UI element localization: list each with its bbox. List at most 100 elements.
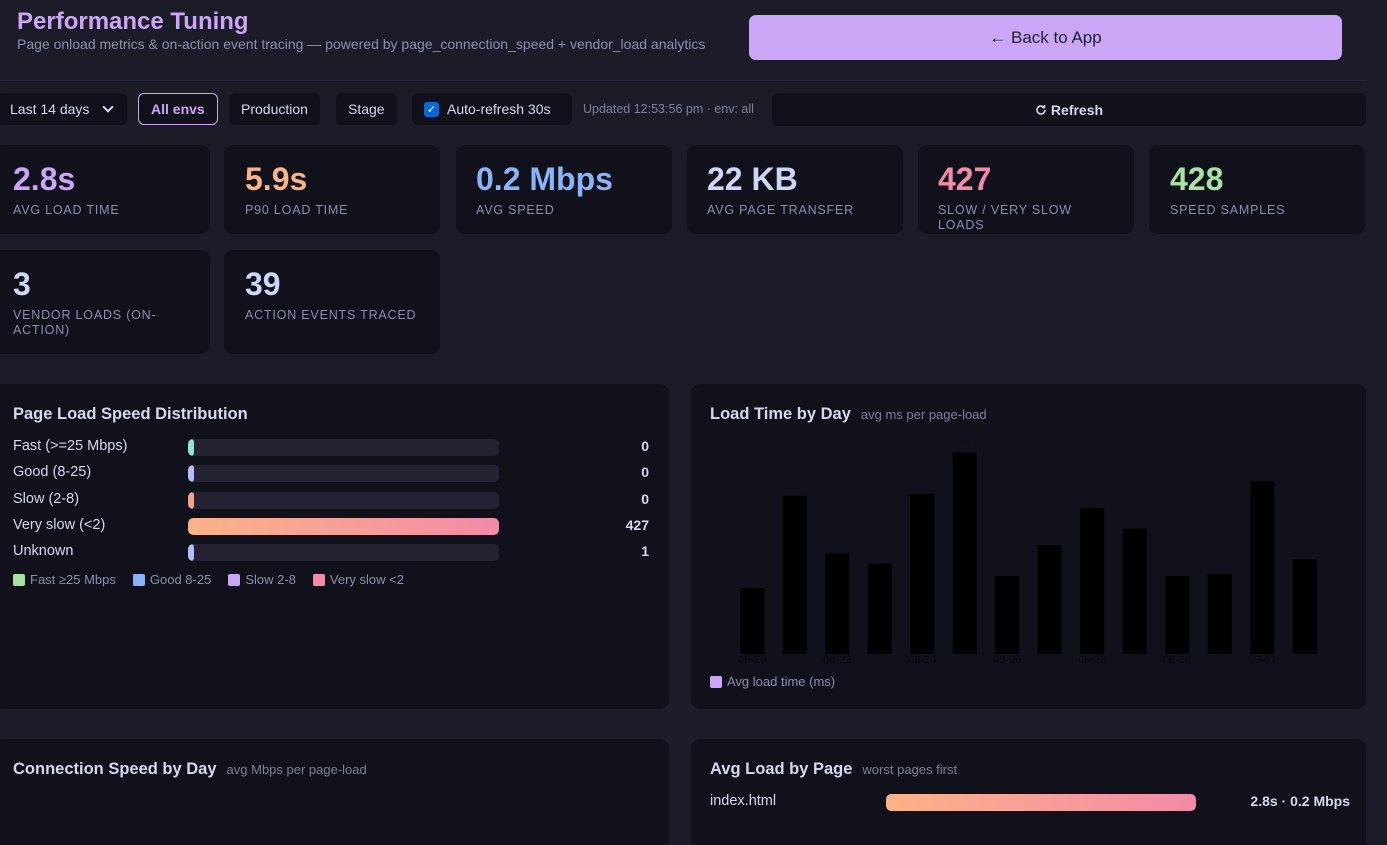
distribution-row: Very slow (<2) 427	[13, 516, 653, 536]
distribution-track	[188, 439, 499, 456]
chart-bar	[1165, 575, 1190, 654]
kpi-value: 428	[1170, 161, 1224, 197]
kpi-label: ACTION EVENTS TRACED	[245, 308, 417, 322]
chart-bar	[867, 563, 892, 654]
distribution-label: Slow (2-8)	[13, 490, 80, 507]
x-tick-label: 08-26	[993, 654, 1021, 664]
chevron-down-icon	[102, 101, 114, 113]
kpi-card-avg-load: 2.8s AVG LOAD TIME	[0, 145, 210, 234]
panel-title: Page Load Speed Distribution	[13, 405, 248, 423]
chart-bar	[740, 588, 765, 654]
chart-bar	[1037, 545, 1062, 654]
distribution-track	[188, 465, 499, 483]
kpi-value: 22 KB	[707, 161, 798, 197]
back-to-app-button[interactable]: ← Back to App	[749, 15, 1342, 60]
legend-label: Good 8-25	[149, 572, 212, 587]
distribution-label: Fast (>=25 Mbps)	[13, 438, 128, 454]
kpi-card-avg-transfer: 22 KB AVG PAGE TRANSFER	[687, 145, 903, 234]
auto-refresh-checkbox[interactable]: ✓	[424, 101, 439, 117]
kpi-card-action-events: 39 ACTION EVENTS TRACED	[224, 250, 440, 354]
date-range-value: Last 14 days	[10, 101, 90, 117]
legend-item: Very slow <2	[312, 572, 404, 587]
page-name: index.html	[710, 793, 777, 809]
legend-label: Avg load time (ms)	[727, 674, 836, 689]
load-chart-legend: Avg load time (ms)	[710, 674, 835, 689]
kpi-value: 0.2 Mbps	[476, 161, 613, 197]
last-updated-text: Updated 12:53:56 pm · env: all	[583, 102, 754, 116]
kpi-label: AVG LOAD TIME	[13, 203, 120, 217]
page-value: 2.8s · 0.2 Mbps	[1250, 793, 1350, 809]
legend-label: Slow 2-8	[245, 572, 296, 587]
x-tick-label: 08-20	[738, 654, 766, 664]
speed-distribution-panel: Page Load Speed Distribution Fast (>=25 …	[0, 384, 669, 709]
distribution-count: 0	[641, 464, 649, 481]
kpi-value: 2.8s	[13, 161, 76, 197]
kpi-card-speed-samples: 428 SPEED SAMPLES	[1149, 145, 1365, 234]
panel-title-text: Avg Load by Page	[710, 760, 853, 778]
legend-swatch	[312, 573, 325, 586]
page-row: index.html 2.8s · 0.2 Mbps	[710, 792, 1350, 814]
refresh-label: Refresh	[1050, 101, 1104, 118]
page-title: Performance Tuning	[17, 8, 249, 35]
panel-subtitle: avg ms per page-load	[860, 407, 987, 422]
panel-subtitle: avg Mbps per page-load	[226, 762, 367, 777]
chart-bar	[825, 553, 850, 654]
distribution-count: 0	[641, 490, 649, 507]
distribution-count: 0	[641, 438, 649, 454]
kpi-value: 39	[245, 266, 281, 302]
kpi-value: 5.9s	[245, 161, 308, 197]
x-tick-label: 08-24	[908, 654, 936, 664]
distribution-label: Unknown	[13, 543, 74, 560]
legend-item: Slow 2-8	[228, 572, 296, 587]
kpi-label: AVG PAGE TRANSFER	[707, 203, 854, 217]
panel-title-text: Connection Speed by Day	[13, 760, 217, 778]
panel-subtitle: worst pages first	[862, 762, 958, 777]
legend-item: Fast ≥25 Mbps	[13, 572, 116, 587]
chart-bar	[1207, 573, 1232, 654]
chart-bar	[782, 495, 807, 654]
load-by-day-panel: Load Time by Day avg ms per page-load 4.9…	[691, 384, 1366, 709]
distribution-row: Good (8-25) 0	[13, 463, 653, 483]
legend-swatch	[13, 573, 25, 586]
panel-title-text: Load Time by Day	[710, 405, 851, 423]
kpi-card-slow-loads: 427 SLOW / VERY SLOW LOADS	[918, 145, 1134, 234]
distribution-track	[188, 517, 499, 535]
auto-refresh-toggle[interactable]: ✓ Auto-refresh 30s	[412, 93, 572, 125]
load-by-day-chart: 4.9s 08-20 08-22 08-24 08-26 08-28 08-30 09-01	[738, 438, 1317, 664]
env-production-button[interactable]: Production	[229, 93, 320, 125]
legend-swatch	[132, 573, 145, 586]
date-range-select[interactable]: Last 14 days	[0, 93, 127, 125]
chart-bar	[952, 452, 977, 654]
env-all-button[interactable]: All envs	[138, 93, 218, 125]
chart-bar	[910, 493, 935, 654]
page-bar	[886, 794, 1196, 811]
distribution-count: 1	[641, 543, 649, 560]
chart-bar	[1250, 481, 1275, 654]
panel-title: Avg Load by Page worst pages first	[710, 760, 957, 779]
distribution-bar	[188, 491, 194, 509]
panel-title: Load Time by Day avg ms per page-load	[710, 405, 987, 424]
kpi-card-vendor-loads: 3 VENDOR LOADS (ON-ACTION)	[0, 250, 210, 354]
page-header: Performance Tuning Page onload metrics &…	[0, 0, 1367, 81]
legend-label: Very slow <2	[329, 572, 404, 587]
legend-swatch	[228, 573, 241, 586]
kpi-card-avg-speed: 0.2 Mbps AVG SPEED	[456, 145, 672, 234]
distribution-row: Fast (>=25 Mbps) 0	[13, 437, 653, 457]
x-tick-label: 08-30	[1163, 654, 1191, 664]
refresh-button[interactable]: Refresh	[772, 93, 1366, 126]
distribution-bar	[188, 544, 194, 562]
kpi-label: P90 LOAD TIME	[245, 203, 349, 217]
auto-refresh-label: Auto-refresh 30s	[447, 101, 551, 117]
legend-label: Fast ≥25 Mbps	[30, 572, 116, 587]
distribution-row: Unknown 1	[13, 542, 653, 562]
kpi-label: SLOW / VERY SLOW LOADS	[938, 203, 1072, 232]
chart-bar	[995, 575, 1020, 654]
panel-title: Connection Speed by Day avg Mbps per page…	[13, 760, 367, 779]
distribution-legend: Fast ≥25 Mbps Good 8-25 Slow 2-8 Very slow …	[13, 572, 421, 587]
env-stage-button[interactable]: Stage	[336, 93, 397, 125]
avg-load-by-page-panel: Avg Load by Page worst pages first index.…	[691, 739, 1366, 845]
filter-bar: Last 14 days All envs Production Stage ✓…	[0, 93, 1367, 126]
page-bar-track	[886, 794, 1196, 811]
kpi-label: SPEED SAMPLES	[1170, 203, 1286, 217]
kpi-label: AVG SPEED	[476, 203, 555, 217]
